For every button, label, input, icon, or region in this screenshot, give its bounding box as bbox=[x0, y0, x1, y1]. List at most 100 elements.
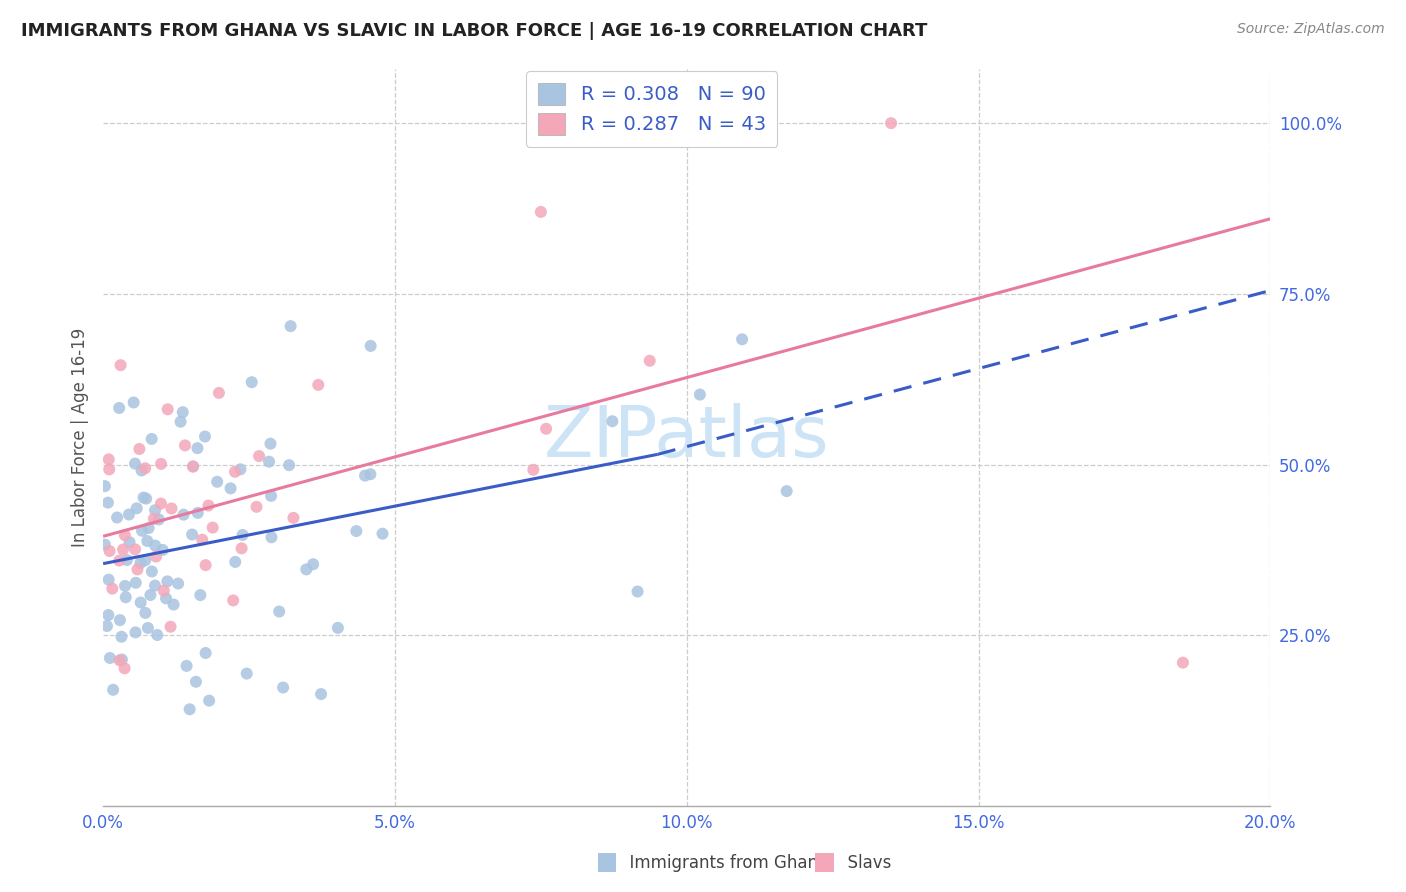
Legend: R = 0.308   N = 90, R = 0.287   N = 43: R = 0.308 N = 90, R = 0.287 N = 43 bbox=[526, 70, 778, 147]
Point bbox=[146, 628, 169, 642]
Point bbox=[97, 495, 120, 509]
Point bbox=[201, 520, 224, 534]
Point bbox=[359, 467, 381, 482]
Point bbox=[138, 521, 160, 535]
Point bbox=[108, 553, 131, 567]
Point bbox=[167, 576, 190, 591]
Point bbox=[129, 556, 152, 570]
Point bbox=[141, 565, 163, 579]
Point bbox=[260, 530, 283, 544]
Point bbox=[522, 463, 544, 477]
Point bbox=[280, 319, 302, 334]
Point bbox=[108, 653, 131, 667]
Point bbox=[142, 512, 165, 526]
Point bbox=[132, 491, 155, 505]
Point bbox=[309, 687, 332, 701]
Point bbox=[122, 395, 145, 409]
Point bbox=[115, 553, 138, 567]
Point bbox=[229, 462, 252, 476]
Point bbox=[187, 506, 209, 520]
Point bbox=[247, 449, 270, 463]
Point bbox=[689, 387, 711, 401]
Point bbox=[129, 595, 152, 609]
Point bbox=[124, 625, 146, 640]
Point bbox=[155, 591, 177, 606]
Point bbox=[94, 479, 117, 493]
Point bbox=[112, 542, 135, 557]
Point bbox=[186, 441, 208, 455]
Point bbox=[240, 376, 263, 390]
Point bbox=[638, 353, 661, 368]
Point bbox=[125, 501, 148, 516]
Point bbox=[148, 512, 170, 526]
Point bbox=[302, 558, 325, 572]
Point bbox=[257, 455, 280, 469]
Point bbox=[101, 682, 124, 697]
Point bbox=[114, 591, 136, 605]
Point bbox=[194, 646, 217, 660]
Point bbox=[307, 377, 329, 392]
Point bbox=[162, 598, 184, 612]
Point bbox=[114, 579, 136, 593]
Point bbox=[219, 481, 242, 495]
Point bbox=[128, 442, 150, 456]
Point bbox=[110, 630, 132, 644]
Point bbox=[354, 468, 377, 483]
Point bbox=[259, 436, 281, 450]
Point bbox=[98, 462, 121, 476]
Point bbox=[173, 508, 195, 522]
Point bbox=[134, 606, 156, 620]
Point bbox=[295, 562, 318, 576]
Point bbox=[194, 429, 217, 443]
Point bbox=[169, 415, 191, 429]
Point bbox=[143, 503, 166, 517]
Point bbox=[245, 500, 267, 514]
Point bbox=[114, 661, 136, 675]
Point bbox=[149, 497, 172, 511]
Text: Slavs: Slavs bbox=[837, 855, 891, 872]
Point bbox=[731, 332, 754, 346]
Point bbox=[135, 491, 157, 506]
Point bbox=[188, 588, 211, 602]
Point bbox=[139, 588, 162, 602]
Point bbox=[143, 539, 166, 553]
Point bbox=[222, 593, 245, 607]
Point bbox=[776, 484, 799, 499]
Point bbox=[114, 528, 136, 542]
Point bbox=[152, 543, 174, 558]
Point bbox=[530, 205, 553, 219]
Text: Source: ZipAtlas.com: Source: ZipAtlas.com bbox=[1237, 22, 1385, 37]
Point bbox=[145, 549, 167, 564]
Point bbox=[152, 583, 174, 598]
Point bbox=[184, 674, 207, 689]
Point bbox=[125, 575, 148, 590]
Point bbox=[124, 542, 146, 557]
Point bbox=[118, 508, 141, 522]
Point bbox=[141, 432, 163, 446]
Point bbox=[97, 573, 120, 587]
Point bbox=[198, 693, 221, 707]
Point bbox=[205, 475, 228, 489]
Point bbox=[97, 608, 120, 623]
Point bbox=[626, 584, 648, 599]
Point bbox=[134, 553, 156, 567]
Point bbox=[101, 582, 124, 596]
Point bbox=[191, 533, 214, 547]
Point bbox=[344, 524, 367, 538]
Point bbox=[231, 541, 253, 556]
Point bbox=[98, 651, 121, 665]
Point bbox=[181, 527, 204, 541]
Point bbox=[111, 652, 134, 666]
Point bbox=[131, 524, 153, 538]
Point bbox=[143, 579, 166, 593]
Point bbox=[179, 702, 201, 716]
Point bbox=[208, 385, 231, 400]
Point bbox=[160, 501, 183, 516]
Point bbox=[110, 358, 132, 372]
Text: Immigrants from Ghana: Immigrants from Ghana bbox=[619, 855, 828, 872]
Point bbox=[134, 461, 156, 475]
Point bbox=[124, 457, 146, 471]
Point bbox=[136, 621, 159, 635]
Point bbox=[269, 605, 291, 619]
Point bbox=[283, 511, 305, 525]
